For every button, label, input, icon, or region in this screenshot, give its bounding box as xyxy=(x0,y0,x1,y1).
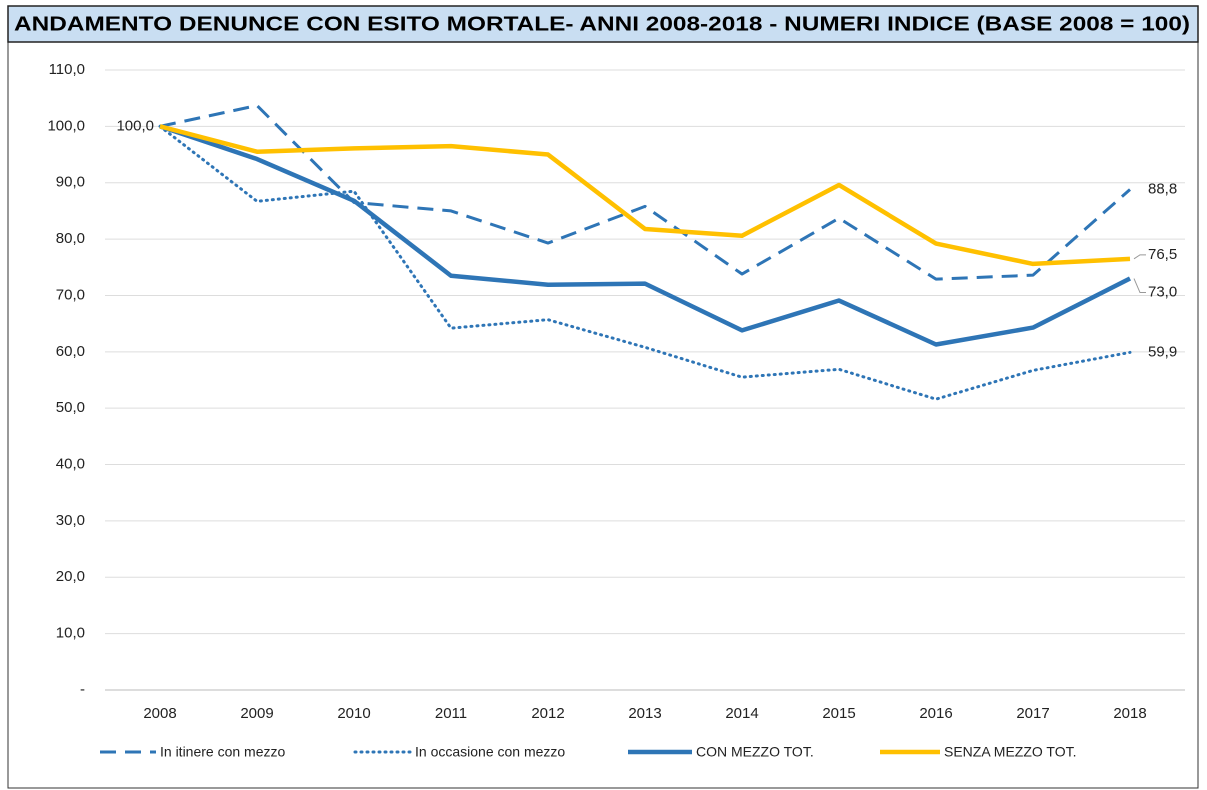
legend-label: SENZA MEZZO TOT. xyxy=(944,744,1077,760)
x-tick-label: 2012 xyxy=(531,705,564,722)
y-tick-label: 100,0 xyxy=(47,117,85,134)
x-tick-label: 2018 xyxy=(1113,705,1146,722)
leader-line xyxy=(1133,278,1146,294)
y-tick-label: 70,0 xyxy=(56,286,85,303)
leader-line xyxy=(1133,254,1146,260)
title-bar xyxy=(7,5,1199,43)
y-tick-label: 110,0 xyxy=(49,61,85,78)
legend-label: In occasione con mezzo xyxy=(415,744,565,760)
y-tick-label: 80,0 xyxy=(56,230,85,247)
y-tick-label: 50,0 xyxy=(56,399,85,416)
x-tick-label: 2013 xyxy=(628,705,661,722)
series-line xyxy=(159,124,1132,347)
y-tick-label: - xyxy=(80,681,85,698)
series-line xyxy=(159,104,1131,281)
legend-label: CON MEZZO TOT. xyxy=(696,744,814,760)
y-tick-label: 60,0 xyxy=(56,343,85,360)
x-tick-label: 2017 xyxy=(1016,705,1049,722)
y-tick-label: 90,0 xyxy=(56,174,85,191)
series-line xyxy=(159,124,1131,267)
x-tick-label: 2016 xyxy=(919,705,952,722)
data-label: 100,0 xyxy=(116,117,154,134)
data-label: 88,8 xyxy=(1148,180,1177,197)
x-tick-label: 2011 xyxy=(435,705,467,722)
data-label: 73,0 xyxy=(1148,284,1177,301)
frame xyxy=(7,5,1199,789)
x-tick-label: 2014 xyxy=(725,705,758,722)
series-line xyxy=(158,124,1132,401)
y-tick-label: 30,0 xyxy=(56,512,85,529)
y-tick-label: 20,0 xyxy=(56,568,85,585)
data-label: 76,5 xyxy=(1148,246,1177,263)
data-label: 59,9 xyxy=(1148,343,1177,360)
x-tick-label: 2008 xyxy=(143,705,176,722)
x-tick-label: 2009 xyxy=(240,705,273,722)
chart-title: ANDAMENTO DENUNCE CON ESITO MORTALE- ANN… xyxy=(14,13,1190,35)
x-tick-label: 2010 xyxy=(337,705,370,722)
y-tick-label: 40,0 xyxy=(56,456,85,473)
legend-label: In itinere con mezzo xyxy=(160,744,285,760)
x-tick-label: 2015 xyxy=(822,705,855,722)
y-tick-label: 10,0 xyxy=(56,625,85,642)
